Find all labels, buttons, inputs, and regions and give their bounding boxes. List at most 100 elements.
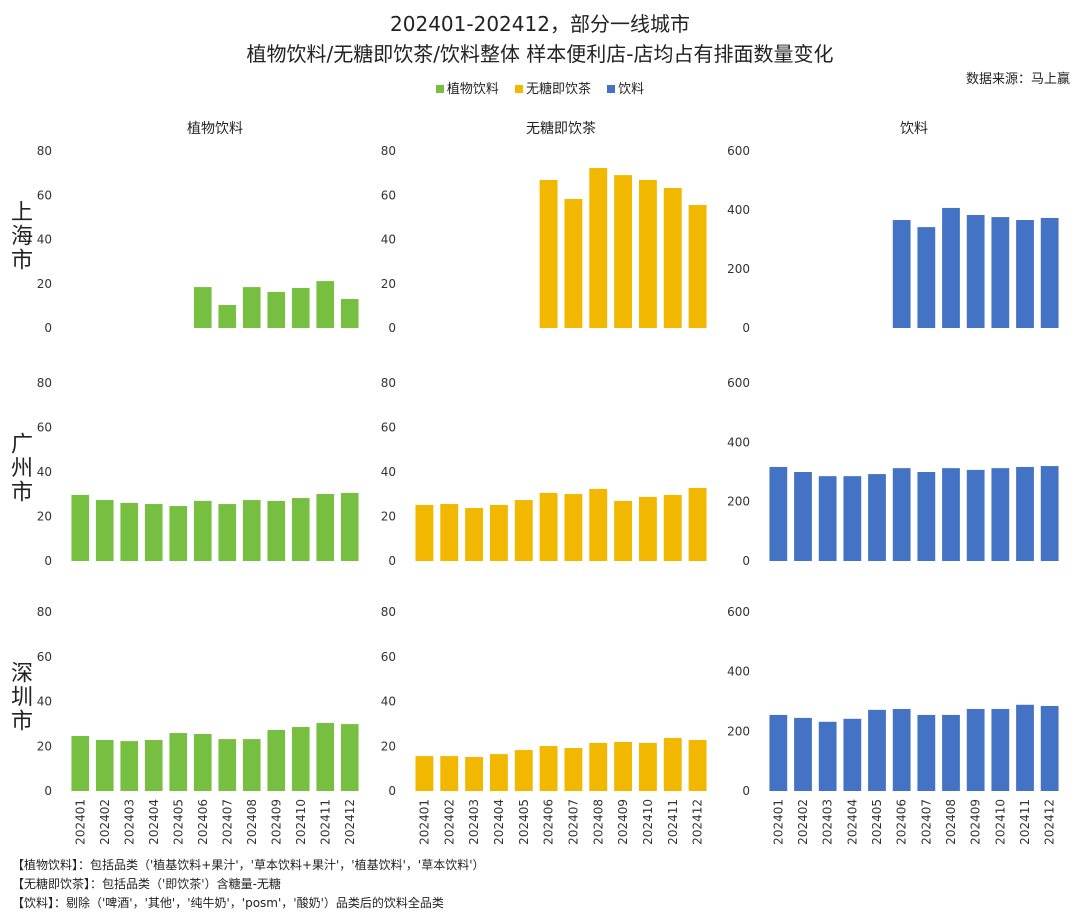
bar bbox=[193, 733, 212, 791]
y-tick-label: 40 bbox=[37, 465, 52, 479]
bar bbox=[638, 179, 657, 328]
x-tick-label: 202410 bbox=[641, 799, 655, 845]
bar bbox=[539, 492, 558, 561]
x-tick-label: 202407 bbox=[919, 799, 933, 845]
x-tick-label: 202408 bbox=[944, 799, 958, 845]
x-tick-label: 202403 bbox=[467, 799, 481, 845]
bar bbox=[267, 500, 286, 561]
y-tick-label: 80 bbox=[381, 144, 396, 158]
y-tick-label: 0 bbox=[388, 321, 396, 335]
footnote: 【无糖即饮茶】：包括品类（'即饮茶'）含糖量-无糖 bbox=[12, 877, 281, 891]
y-tick-label: 20 bbox=[37, 510, 52, 524]
bar bbox=[242, 500, 261, 561]
footnote: 【饮料】：剔除（'啤酒'，'其他'，'纯牛奶'，'posm'，'酸奶'）品类后的… bbox=[12, 896, 444, 910]
y-tick-label: 20 bbox=[37, 739, 52, 753]
y-tick-label: 200 bbox=[727, 495, 750, 509]
bar bbox=[267, 729, 286, 791]
y-tick-label: 80 bbox=[37, 376, 52, 390]
bar bbox=[120, 741, 139, 791]
bar bbox=[818, 476, 837, 561]
x-tick-label: 202412 bbox=[343, 799, 357, 845]
x-tick-label: 202403 bbox=[821, 799, 835, 845]
bar bbox=[663, 187, 682, 328]
bar bbox=[942, 207, 960, 328]
bar bbox=[291, 727, 310, 791]
legend-label: 饮料 bbox=[618, 82, 645, 97]
bar bbox=[1016, 704, 1034, 791]
bar bbox=[340, 492, 359, 561]
x-tick-label: 202407 bbox=[566, 799, 580, 845]
y-tick-label: 60 bbox=[381, 188, 396, 202]
bar bbox=[316, 494, 335, 561]
bar bbox=[1040, 217, 1059, 328]
bar bbox=[638, 496, 657, 561]
bar bbox=[415, 504, 434, 561]
bar bbox=[688, 739, 707, 791]
x-tick-label: 202412 bbox=[691, 799, 705, 845]
bar bbox=[991, 217, 1010, 328]
y-tick-label: 60 bbox=[37, 421, 52, 435]
x-tick-label: 202401 bbox=[771, 799, 785, 845]
bar bbox=[868, 709, 886, 791]
y-tick-label: 600 bbox=[727, 376, 750, 390]
chart-title: 202401-202412，部分一线城市 bbox=[390, 12, 690, 36]
y-tick-label: 60 bbox=[381, 650, 396, 664]
bar bbox=[514, 500, 533, 561]
bar bbox=[193, 500, 212, 561]
bar bbox=[489, 754, 508, 791]
bar bbox=[991, 708, 1010, 791]
bar bbox=[267, 291, 286, 328]
row-label-guangzhou: 广州市 bbox=[7, 432, 32, 504]
x-tick-label: 202409 bbox=[616, 799, 630, 845]
y-tick-label: 40 bbox=[381, 695, 396, 709]
x-tick-label: 202411 bbox=[318, 799, 332, 845]
bar bbox=[991, 468, 1010, 561]
y-tick-label: 400 bbox=[727, 435, 750, 449]
legend: 植物饮料 无糖即饮茶 饮料 bbox=[0, 78, 1080, 97]
x-tick-label: 202406 bbox=[542, 799, 556, 845]
column-title: 无糖即饮茶 bbox=[526, 121, 596, 137]
x-tick-label: 202402 bbox=[442, 799, 456, 845]
bar bbox=[193, 287, 212, 328]
bar bbox=[242, 739, 261, 791]
bar bbox=[71, 494, 90, 561]
bar bbox=[415, 756, 434, 791]
bar bbox=[71, 735, 90, 791]
bar bbox=[794, 472, 812, 561]
x-tick-label: 202401 bbox=[73, 799, 87, 845]
bar bbox=[514, 750, 533, 791]
bar bbox=[169, 733, 188, 791]
y-tick-label: 20 bbox=[381, 277, 396, 291]
y-tick-label: 20 bbox=[37, 277, 52, 291]
bar bbox=[614, 741, 633, 791]
x-tick-label: 202412 bbox=[1043, 799, 1057, 845]
x-tick-label: 202402 bbox=[796, 799, 810, 845]
x-tick-label: 202405 bbox=[870, 799, 884, 845]
legend-item-plant: 植物饮料 bbox=[435, 82, 499, 97]
bar bbox=[440, 756, 459, 791]
bar bbox=[218, 304, 237, 328]
bar bbox=[489, 504, 508, 561]
bar bbox=[589, 168, 608, 328]
y-tick-label: 80 bbox=[37, 605, 52, 619]
legend-label: 植物饮料 bbox=[446, 82, 499, 97]
y-tick-label: 40 bbox=[37, 695, 52, 709]
bar bbox=[340, 724, 359, 791]
y-tick-label: 0 bbox=[742, 784, 750, 798]
bar bbox=[291, 498, 310, 561]
x-tick-label: 202407 bbox=[220, 799, 234, 845]
row-label-shenzhen: 深圳市 bbox=[7, 661, 32, 733]
y-tick-label: 80 bbox=[37, 144, 52, 158]
bar bbox=[218, 739, 237, 791]
y-tick-label: 0 bbox=[44, 321, 52, 335]
legend-label: 无糖即饮茶 bbox=[525, 82, 591, 97]
bar bbox=[564, 494, 583, 561]
bar bbox=[868, 474, 886, 561]
y-tick-label: 200 bbox=[727, 724, 750, 738]
x-tick-label: 202401 bbox=[417, 799, 431, 845]
bar bbox=[1040, 466, 1059, 561]
x-tick-label: 202408 bbox=[245, 799, 259, 845]
bar bbox=[316, 722, 335, 791]
